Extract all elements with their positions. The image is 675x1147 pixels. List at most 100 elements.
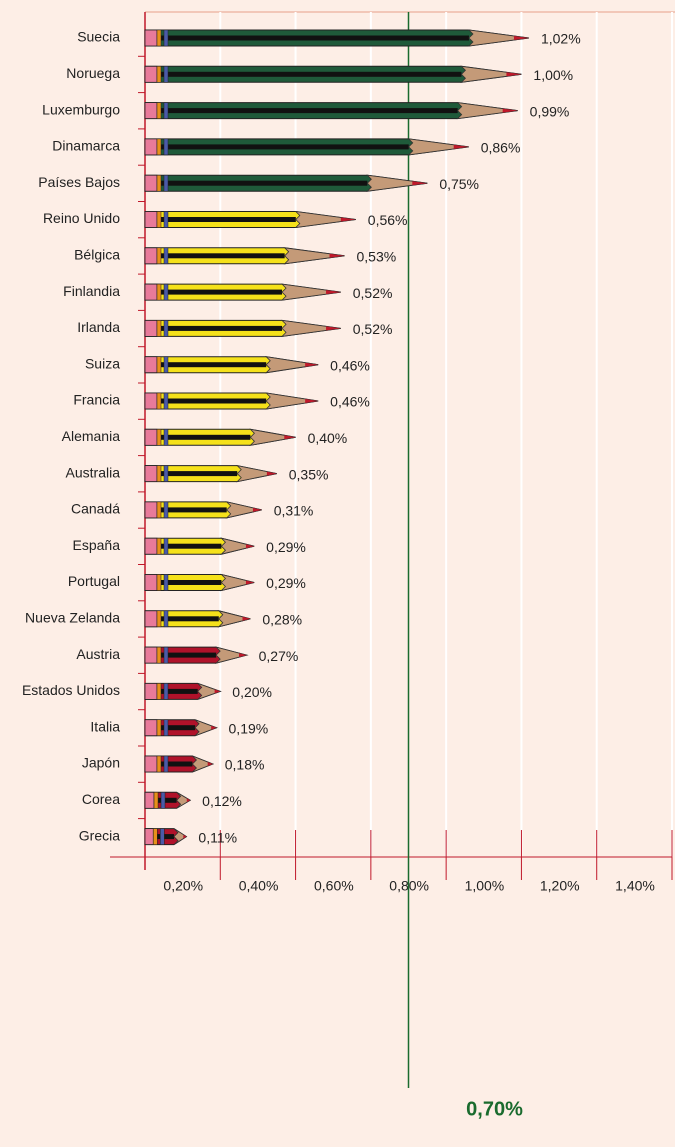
value-label: 0,56%: [368, 212, 408, 228]
pencil-stripe: [157, 325, 283, 331]
pencil-stripe: [157, 543, 222, 549]
pencil-wood: [407, 138, 469, 156]
value-label: 0,29%: [266, 539, 306, 555]
value-label: 0,53%: [357, 249, 397, 265]
pencil-eraser: [144, 174, 158, 192]
pencil-eraser: [144, 610, 158, 628]
pencil-stripe: [157, 144, 409, 150]
pencil-band: [156, 755, 162, 773]
pencil-band: [156, 138, 162, 156]
pencil-lead: [502, 108, 518, 113]
y-tick-label: Luxemburgo: [42, 101, 120, 117]
x-tick-label: 1,40%: [615, 878, 655, 894]
value-label: 1,00%: [533, 67, 573, 83]
y-tick-label: Bélgica: [74, 247, 120, 263]
y-tick-label: Australia: [66, 464, 121, 480]
pencil-stripe: [157, 434, 251, 440]
pencil-stripe: [157, 35, 469, 41]
pencil-band: [156, 574, 162, 591]
x-tick-label: 1,00%: [465, 878, 505, 894]
value-label: 1,02%: [541, 31, 581, 47]
pencil: [144, 828, 188, 846]
pencil-band: [156, 174, 162, 192]
pencil-lead: [340, 217, 356, 222]
y-tick-label: España: [73, 537, 121, 553]
pencil-eraser: [144, 247, 158, 265]
pencil-eraser: [144, 501, 158, 519]
pencil-eraser: [144, 102, 158, 119]
pencil-band: [156, 247, 162, 265]
value-label: 0,75%: [439, 176, 479, 192]
value-label: 0,18%: [225, 757, 265, 773]
y-tick-label: Suiza: [85, 355, 120, 371]
y-tick-label: Italia: [90, 718, 120, 734]
x-tick-label: 0,60%: [314, 878, 354, 894]
pencil-band: [156, 465, 162, 482]
pencil-band: [156, 610, 162, 628]
pencil-wood: [280, 319, 341, 337]
pencil-band: [156, 501, 162, 519]
pencil-wood: [460, 65, 522, 83]
pencil-band: [156, 356, 162, 373]
pencil-band: [163, 29, 169, 47]
pencil-band: [156, 683, 162, 700]
pencil-stripe: [157, 580, 222, 585]
pencil-stripe: [157, 217, 296, 222]
pencil-band: [153, 828, 158, 845]
pencil: [144, 102, 518, 120]
pencil-lead: [252, 507, 262, 512]
pencil-band: [163, 683, 169, 700]
pencil-eraser: [144, 574, 158, 591]
y-tick-label: Reino Unido: [43, 210, 120, 226]
reference-label: 0,70%: [466, 1098, 523, 1120]
y-tick-label: Japón: [82, 755, 120, 771]
pencil-eraser: [144, 465, 158, 483]
x-tick-label: 1,20%: [540, 878, 580, 894]
pencil-stripe: [157, 688, 198, 694]
pencil-wood: [280, 283, 341, 301]
pencil-band: [163, 66, 169, 83]
y-tick-label: Países Bajos: [38, 174, 120, 190]
pencil-lead: [245, 544, 255, 549]
pencil-band: [156, 66, 162, 83]
pencil-band: [163, 320, 169, 337]
pencil-eraser: [144, 428, 158, 446]
pencil-band: [163, 356, 169, 373]
pencil-eraser: [144, 138, 158, 156]
pencil-stripe: [157, 108, 458, 114]
pencil: [144, 755, 215, 773]
pencil-lead: [214, 689, 221, 694]
value-label: 0,99%: [530, 103, 570, 119]
pencil: [144, 464, 277, 483]
pencil-lead: [326, 326, 341, 331]
pencil-band: [156, 719, 162, 736]
pencil-eraser: [144, 65, 158, 83]
pencil-band: [163, 574, 169, 591]
pencil: [144, 392, 319, 410]
pencil-eraser: [144, 828, 154, 845]
pencil-stripe: [157, 398, 267, 404]
pencil-band: [156, 429, 162, 446]
pencil-band: [153, 792, 159, 809]
pencil-lead: [305, 362, 319, 367]
y-tick-label: Grecia: [79, 827, 120, 843]
pencil: [144, 428, 296, 446]
pencil: [144, 210, 356, 229]
pencil-band: [163, 283, 169, 301]
x-tick-label: 0,20%: [163, 878, 203, 894]
pencil-stripe: [157, 180, 368, 186]
pencil: [144, 247, 345, 265]
pencil-band: [156, 102, 162, 119]
value-label: 0,52%: [353, 321, 393, 337]
x-tick-label: 0,40%: [239, 878, 279, 894]
pencil: [144, 65, 522, 83]
pencil-band: [163, 537, 169, 555]
pencil: [144, 138, 469, 156]
y-tick-label: Portugal: [68, 573, 120, 589]
pencil-band: [163, 646, 169, 664]
pencil-stripe: [157, 253, 285, 259]
pencil-band: [163, 247, 169, 265]
y-tick-label: Nueva Zelanda: [25, 610, 120, 626]
pencil-band: [156, 537, 162, 555]
pencil-lead: [183, 834, 187, 839]
